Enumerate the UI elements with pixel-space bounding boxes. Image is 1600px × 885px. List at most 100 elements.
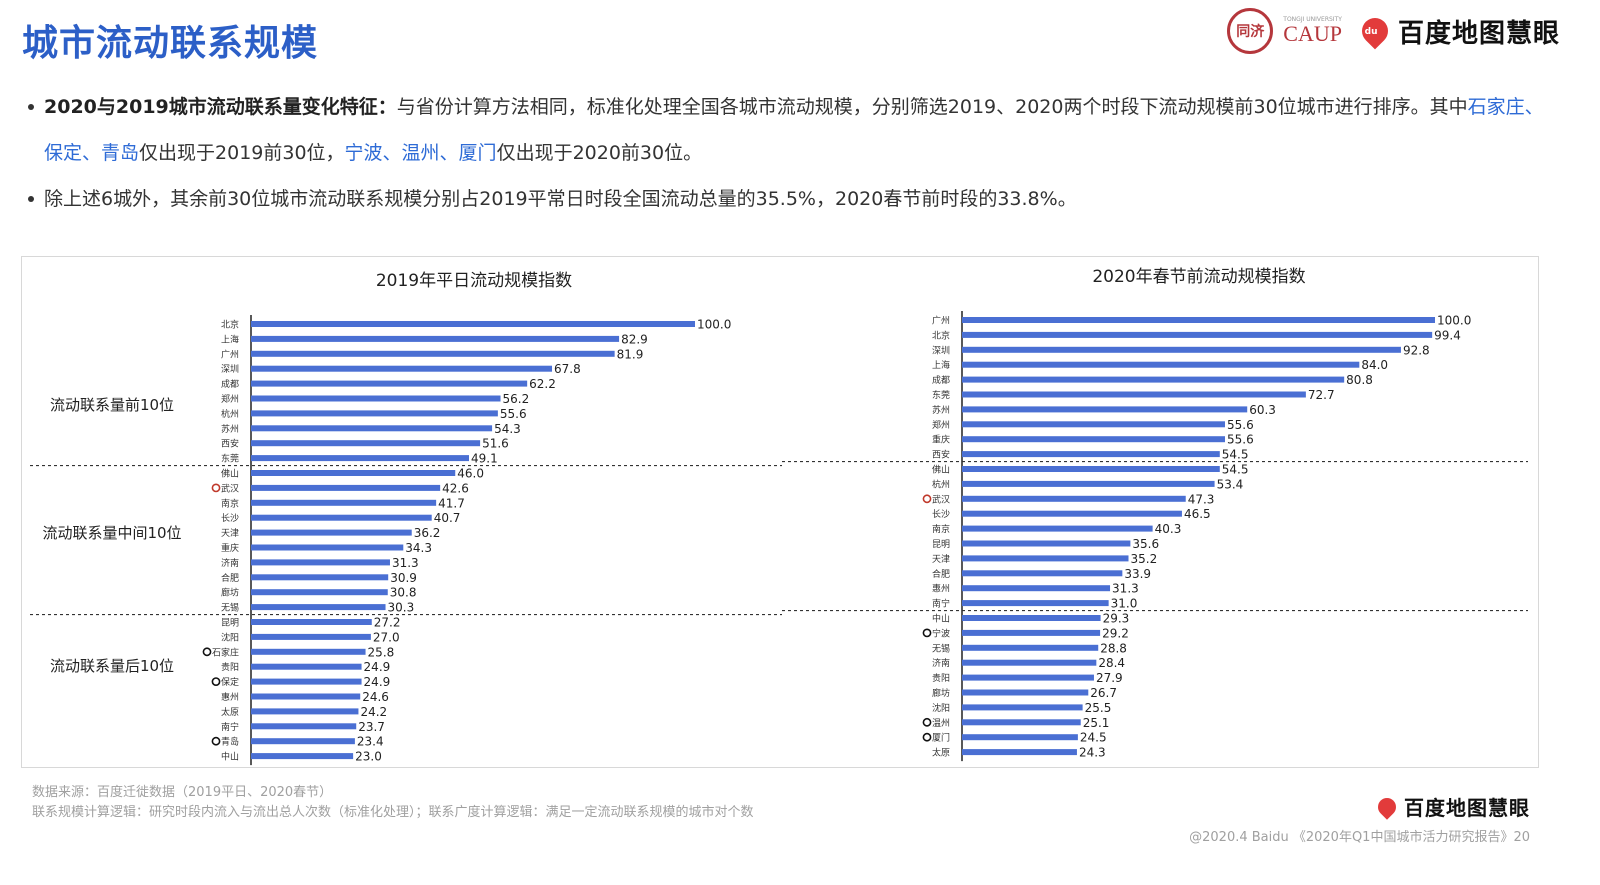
group-label-1: 流动联系量前10位: [50, 396, 174, 414]
marker-circle-青岛: [211, 736, 221, 746]
value-label-保定: 24.9: [364, 675, 391, 689]
bar-西安: [251, 440, 481, 447]
marker-circle-石家庄: [202, 647, 212, 657]
value-label-温州: 25.1: [1083, 716, 1110, 730]
bar-青岛: [251, 738, 355, 745]
value-label-南京: 41.7: [438, 496, 465, 510]
category-label-天津: 天津: [932, 554, 950, 565]
category-label-青岛: 青岛: [221, 736, 239, 748]
chart-frame: 2019年平日流动规模指数 北京 100.0 上海 82.9 广州 81.9 深圳 67.8 成都…: [21, 256, 1539, 768]
category-label-无锡: 无锡: [932, 643, 950, 654]
value-label-昆明: 35.6: [1132, 537, 1159, 551]
category-label-廊坊: 廊坊: [221, 587, 239, 599]
bar-天津: [251, 529, 412, 536]
bullet-text-c: 仅出现于2020前30位。: [496, 142, 703, 164]
category-label-武汉: 武汉: [221, 482, 239, 494]
bar-北京: [962, 331, 1433, 338]
category-label-石家庄: 石家庄: [212, 646, 239, 658]
data-source-note: 数据来源：百度迁徙数据（2019平日、2020春节）: [32, 785, 333, 800]
bar-长沙: [251, 514, 432, 521]
bar-南宁: [962, 600, 1109, 607]
category-label-贵阳: 贵阳: [221, 661, 239, 673]
value-label-沈阳: 27.0: [373, 630, 400, 644]
bullet-lead: 2020与2019城市流动联系量变化特征：: [44, 96, 397, 118]
category-label-太原: 太原: [221, 706, 239, 718]
value-label-重庆: 55.6: [1227, 433, 1254, 447]
bar-广州: [962, 317, 1435, 323]
caup-text: CAUP: [1283, 21, 1342, 46]
calc-logic-note: 联系规模计算逻辑：研究时段内流入与流出总人次数（标准化处理）；联系广度计算逻辑：…: [32, 805, 754, 820]
value-label-天津: 35.2: [1130, 552, 1157, 566]
category-label-合肥: 合肥: [932, 568, 950, 580]
category-label-西安: 西安: [221, 438, 239, 450]
bar-保定: [251, 678, 362, 685]
bar-昆明: [251, 619, 372, 625]
bar-廊坊: [251, 589, 388, 596]
bar-重庆: [962, 436, 1225, 443]
value-label-苏州: 54.3: [494, 422, 521, 436]
bar-太原: [251, 708, 359, 715]
copyright: @2020.4 Baidu 《2020年Q1中国城市活力研究报告》20: [1189, 830, 1530, 845]
value-label-厦门: 24.5: [1080, 731, 1107, 745]
value-label-北京: 99.4: [1434, 328, 1461, 342]
value-label-宁波: 29.2: [1102, 626, 1129, 640]
value-label-上海: 84.0: [1361, 358, 1388, 372]
value-label-合肥: 33.9: [1124, 567, 1151, 581]
category-label-温州: 温州: [932, 718, 950, 729]
value-label-北京: 100.0: [697, 318, 731, 332]
category-label-沈阳: 沈阳: [932, 702, 950, 714]
category-label-重庆: 重庆: [932, 434, 950, 446]
category-label-上海: 上海: [221, 333, 239, 345]
bar-苏州: [962, 406, 1248, 413]
category-label-天津: 天津: [221, 528, 239, 539]
category-label-贵阳: 贵阳: [932, 672, 950, 684]
category-label-厦门: 厦门: [932, 732, 950, 744]
value-label-天津: 36.2: [414, 526, 441, 540]
value-label-成都: 62.2: [529, 377, 556, 391]
marker-circle-厦门: [922, 732, 932, 742]
value-label-昆明: 27.2: [374, 616, 401, 630]
bar-郑州: [962, 421, 1225, 428]
footer-brand: 百度地图慧眼: [1374, 792, 1530, 821]
category-label-佛山: 佛山: [932, 464, 950, 476]
value-label-南宁: 31.0: [1111, 597, 1138, 611]
bar-郑州: [251, 395, 501, 402]
value-label-广州: 81.9: [617, 347, 644, 361]
bar-天津: [962, 555, 1129, 562]
bar-佛山: [962, 466, 1220, 472]
value-label-太原: 24.3: [1079, 746, 1106, 760]
category-label-苏州: 苏州: [221, 423, 239, 435]
bar-长沙: [962, 510, 1182, 517]
value-label-深圳: 67.8: [554, 362, 581, 376]
highlight-cities-2020: 宁波、温州、厦门: [344, 142, 497, 164]
bar-西安: [962, 451, 1220, 458]
value-label-中山: 29.3: [1103, 612, 1130, 626]
category-label-南宁: 南宁: [221, 721, 239, 733]
bar-惠州: [251, 693, 361, 700]
bar-济南: [962, 659, 1097, 666]
bullet-text-b: 仅出现于2019前30位，: [139, 142, 345, 164]
category-label-苏州: 苏州: [932, 404, 950, 416]
marker-circle-武汉: [211, 483, 221, 493]
value-label-廊坊: 30.8: [390, 586, 417, 600]
category-label-上海: 上海: [932, 359, 950, 371]
bar-中山: [962, 615, 1101, 621]
bar-武汉: [962, 495, 1186, 502]
value-label-沈阳: 25.5: [1085, 701, 1112, 715]
value-label-济南: 28.4: [1098, 656, 1125, 670]
bar-苏州: [251, 425, 493, 432]
bar-深圳: [251, 365, 553, 372]
value-label-南京: 40.3: [1155, 522, 1182, 536]
bar-上海: [962, 361, 1360, 368]
category-label-济南: 济南: [932, 657, 950, 669]
value-label-广州: 100.0: [1437, 314, 1471, 328]
category-label-佛山: 佛山: [221, 468, 239, 480]
category-label-西安: 西安: [932, 449, 950, 461]
bar-无锡: [251, 604, 386, 611]
header-logos: 同济 TONGJI UNIVERSITY CAUP du 百度地图慧眼: [1227, 8, 1560, 54]
bar-昆明: [962, 540, 1131, 547]
value-label-成都: 80.8: [1346, 373, 1373, 387]
category-label-长沙: 长沙: [932, 508, 950, 520]
category-label-昆明: 昆明: [221, 618, 239, 629]
